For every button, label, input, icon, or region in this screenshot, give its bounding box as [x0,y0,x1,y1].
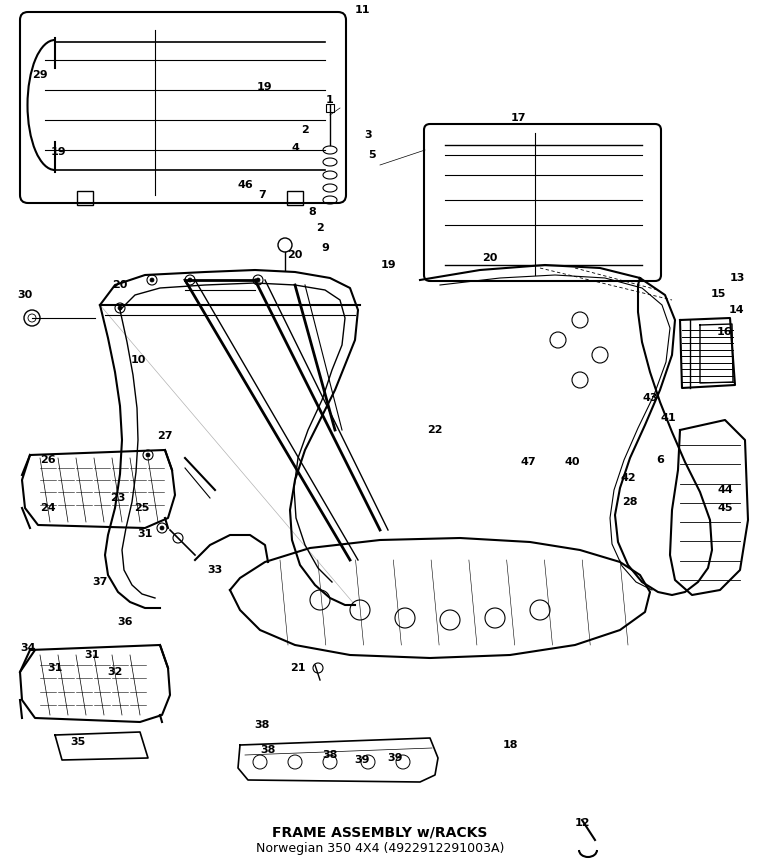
Text: 5: 5 [368,150,375,160]
Text: 37: 37 [92,577,108,587]
Text: 38: 38 [322,750,337,760]
Circle shape [256,278,260,282]
Text: FRAME ASSEMBLY w/RACKS: FRAME ASSEMBLY w/RACKS [272,826,488,840]
Text: 10: 10 [130,355,146,365]
Text: 4: 4 [291,143,299,153]
Text: 13: 13 [730,273,745,283]
Text: 45: 45 [717,503,733,513]
Text: 39: 39 [354,755,370,765]
Text: 41: 41 [660,413,676,423]
Text: 35: 35 [71,737,86,747]
Text: 2: 2 [316,223,324,233]
Text: 31: 31 [84,650,100,660]
Text: 9: 9 [321,243,329,253]
Text: 7: 7 [258,190,266,200]
Text: 24: 24 [40,503,55,513]
Text: 8: 8 [308,207,316,217]
Text: 42: 42 [620,473,636,483]
Text: 33: 33 [207,565,223,575]
Circle shape [188,278,192,282]
Text: 19: 19 [50,147,66,157]
Circle shape [150,278,154,282]
Text: 39: 39 [388,753,403,763]
Text: 19: 19 [257,82,273,92]
Text: Norwegian 350 4X4 (4922912291003A): Norwegian 350 4X4 (4922912291003A) [256,842,504,855]
Text: 28: 28 [622,497,638,507]
Text: 27: 27 [157,431,173,441]
Text: 47: 47 [520,457,536,467]
Text: 31: 31 [47,663,62,673]
Text: 23: 23 [110,493,125,503]
Text: 14: 14 [729,305,745,315]
Text: 25: 25 [135,503,150,513]
Text: 44: 44 [717,485,733,495]
Text: 29: 29 [32,70,48,80]
Text: 20: 20 [483,253,498,263]
Text: 38: 38 [255,720,270,730]
Text: 22: 22 [427,425,443,435]
Text: 15: 15 [711,289,726,299]
Text: 40: 40 [564,457,580,467]
Text: 1: 1 [326,95,334,105]
Text: 18: 18 [502,740,518,750]
Bar [287,191,303,205]
Text: 2: 2 [301,125,309,135]
Bar [326,104,334,112]
Text: 38: 38 [261,745,276,755]
Text: 34: 34 [21,643,36,653]
Text: 12: 12 [575,818,590,828]
Text: 46: 46 [237,180,253,190]
Circle shape [118,306,122,310]
Text: 32: 32 [107,667,122,677]
Text: 30: 30 [17,290,33,300]
Text: 19: 19 [380,260,396,270]
Text: 20: 20 [112,280,128,290]
Bar [77,191,93,205]
Text: 17: 17 [510,113,526,123]
Text: 31: 31 [138,529,153,539]
Text: 11: 11 [354,5,370,15]
Circle shape [146,453,150,457]
Circle shape [160,526,164,530]
Text: 16: 16 [717,327,733,337]
Text: 43: 43 [642,393,657,403]
Text: 3: 3 [364,130,372,140]
Text: 36: 36 [117,617,133,627]
Text: 21: 21 [290,663,306,673]
Text: 26: 26 [40,455,55,465]
Text: 6: 6 [656,455,664,465]
Text: 20: 20 [287,250,302,260]
